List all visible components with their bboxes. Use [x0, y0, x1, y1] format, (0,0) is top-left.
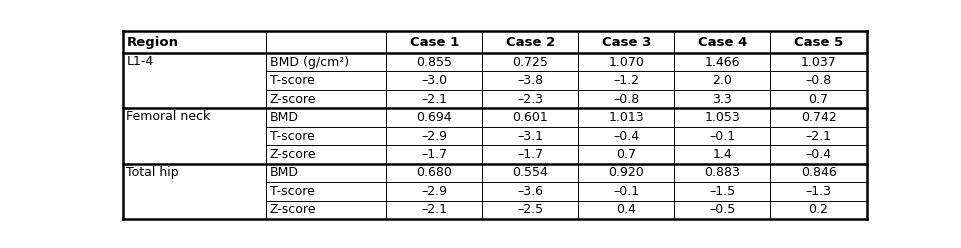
Text: –0.1: –0.1	[612, 185, 639, 198]
Text: 0.883: 0.883	[703, 166, 740, 180]
Text: –1.2: –1.2	[613, 74, 639, 87]
Text: 0.554: 0.554	[512, 166, 548, 180]
Text: T-score: T-score	[269, 129, 314, 143]
Text: 1.4: 1.4	[712, 148, 731, 161]
Text: –1.5: –1.5	[708, 185, 735, 198]
Text: Femoral neck: Femoral neck	[126, 110, 210, 123]
Text: 0.2: 0.2	[808, 203, 827, 217]
Text: 0.846: 0.846	[800, 166, 835, 180]
Text: 0.7: 0.7	[807, 93, 827, 106]
Text: –0.4: –0.4	[612, 129, 639, 143]
Text: –0.5: –0.5	[708, 203, 735, 217]
Text: BMD: BMD	[269, 166, 299, 180]
Text: Z-score: Z-score	[269, 93, 316, 106]
Text: –2.3: –2.3	[517, 93, 543, 106]
Text: Z-score: Z-score	[269, 203, 316, 217]
Text: –2.1: –2.1	[804, 129, 830, 143]
Text: –2.1: –2.1	[421, 203, 447, 217]
Text: 0.920: 0.920	[607, 166, 644, 180]
Text: –3.0: –3.0	[421, 74, 447, 87]
Text: 0.680: 0.680	[416, 166, 452, 180]
Text: 3.3: 3.3	[712, 93, 731, 106]
Text: 1.053: 1.053	[703, 111, 740, 124]
Text: 0.742: 0.742	[800, 111, 835, 124]
Text: –0.8: –0.8	[612, 93, 639, 106]
Text: 0.7: 0.7	[616, 148, 635, 161]
Text: –3.6: –3.6	[517, 185, 543, 198]
Text: 0.855: 0.855	[416, 56, 452, 69]
Text: –2.9: –2.9	[421, 129, 447, 143]
Text: Case 2: Case 2	[505, 35, 554, 49]
Text: –0.8: –0.8	[804, 74, 831, 87]
Text: Case 5: Case 5	[793, 35, 842, 49]
Text: 2.0: 2.0	[712, 74, 731, 87]
Text: 1.466: 1.466	[704, 56, 739, 69]
Text: 1.013: 1.013	[608, 111, 644, 124]
Text: T-score: T-score	[269, 185, 314, 198]
Text: 0.4: 0.4	[616, 203, 635, 217]
Text: –0.4: –0.4	[804, 148, 830, 161]
Text: –1.7: –1.7	[517, 148, 543, 161]
Text: Z-score: Z-score	[269, 148, 316, 161]
Text: T-score: T-score	[269, 74, 314, 87]
Text: BMD: BMD	[269, 111, 299, 124]
Text: Case 1: Case 1	[409, 35, 458, 49]
Text: Total hip: Total hip	[126, 166, 179, 179]
Text: –3.1: –3.1	[517, 129, 543, 143]
Text: –2.5: –2.5	[517, 203, 543, 217]
Text: –1.7: –1.7	[421, 148, 447, 161]
Text: –0.1: –0.1	[708, 129, 735, 143]
Text: 0.601: 0.601	[512, 111, 548, 124]
Text: Case 3: Case 3	[601, 35, 651, 49]
Text: –1.3: –1.3	[804, 185, 830, 198]
Text: 1.070: 1.070	[607, 56, 644, 69]
Text: 0.694: 0.694	[416, 111, 452, 124]
Text: 1.037: 1.037	[800, 56, 835, 69]
Text: Region: Region	[126, 35, 178, 49]
Text: –2.9: –2.9	[421, 185, 447, 198]
Text: L1-4: L1-4	[126, 55, 154, 68]
Text: BMD (g/cm²): BMD (g/cm²)	[269, 56, 349, 69]
Text: 0.725: 0.725	[512, 56, 548, 69]
Text: Case 4: Case 4	[697, 35, 747, 49]
Text: –3.8: –3.8	[517, 74, 543, 87]
Text: –2.1: –2.1	[421, 93, 447, 106]
